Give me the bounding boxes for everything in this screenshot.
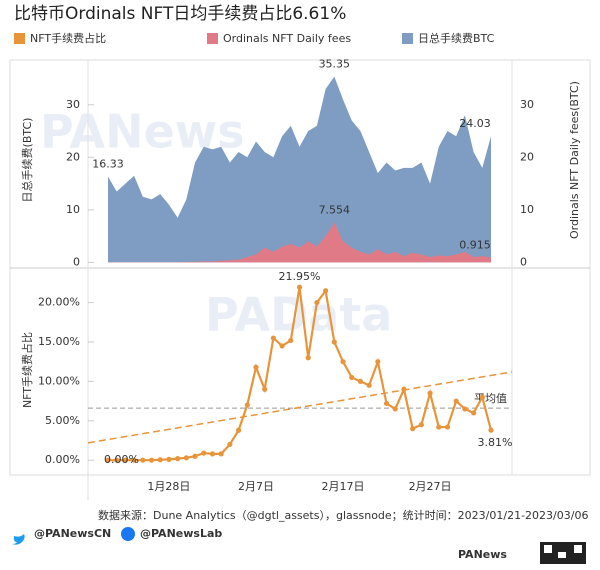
y-tick-label: 0 xyxy=(73,255,80,268)
legend-swatch xyxy=(207,33,218,44)
area xyxy=(108,76,491,263)
y-tick-label: 20.00% xyxy=(38,296,80,309)
area xyxy=(108,222,491,263)
point xyxy=(418,422,424,428)
point xyxy=(201,450,207,456)
point xyxy=(288,337,294,344)
point xyxy=(340,359,346,365)
x-tick-label: 2月17日 xyxy=(322,480,365,493)
point xyxy=(253,364,259,370)
point xyxy=(209,451,216,457)
data-label: 16.33 xyxy=(92,158,124,171)
point xyxy=(392,406,398,412)
point xyxy=(401,386,407,392)
point xyxy=(331,339,337,345)
point xyxy=(227,441,233,448)
data-label: 3.81% xyxy=(478,436,513,449)
y-tick-label: 10 xyxy=(520,203,534,216)
point xyxy=(105,457,111,463)
legend-label: 日总手续费BTC xyxy=(418,31,495,45)
point xyxy=(436,424,442,430)
point xyxy=(296,284,303,290)
data-label: 0.00% xyxy=(104,453,139,466)
legend-swatch xyxy=(402,33,413,44)
point xyxy=(323,288,329,294)
data-label: 0.915 xyxy=(459,239,491,252)
point xyxy=(470,410,477,416)
point xyxy=(427,390,433,396)
point xyxy=(244,402,250,408)
twitter-icon xyxy=(12,534,25,545)
y-tick-label: 30 xyxy=(66,98,80,111)
x-tick-label: 2月7日 xyxy=(238,480,274,493)
data-label: 35.35 xyxy=(319,58,351,71)
y-tick-label: 5.00% xyxy=(45,414,80,427)
x-tick-label: 2月27日 xyxy=(409,480,452,493)
point xyxy=(305,355,311,361)
point xyxy=(131,457,137,463)
point xyxy=(375,359,381,365)
point xyxy=(157,457,163,463)
point xyxy=(235,427,242,433)
y-tick-label: 30 xyxy=(520,98,534,111)
point xyxy=(410,426,416,432)
twitter-handle: @PANewsCN xyxy=(34,527,111,540)
legend-swatch xyxy=(14,33,25,44)
y-tick-label: 10.00% xyxy=(38,374,80,387)
x-tick-label: 1月28日 xyxy=(147,480,190,493)
facebook-handle: @PANewsLab xyxy=(140,527,222,540)
point xyxy=(166,456,172,462)
point xyxy=(349,374,355,381)
y-tick-label: 0 xyxy=(520,255,527,268)
point xyxy=(114,457,120,463)
point xyxy=(175,456,181,462)
point xyxy=(479,394,485,400)
point xyxy=(262,386,268,392)
y-axis-label: NFT手续费占比 xyxy=(20,332,34,408)
point xyxy=(314,299,320,306)
point xyxy=(366,382,372,388)
footer-bar xyxy=(0,522,600,566)
y-tick-label: 0.00% xyxy=(45,453,80,466)
y-axis-label: 日总手续费(BTC) xyxy=(20,118,34,203)
point xyxy=(488,427,494,433)
data-label: 21.95% xyxy=(279,270,321,283)
y-tick-label: 20 xyxy=(66,150,80,163)
point xyxy=(270,335,276,341)
y-tick-label: 20 xyxy=(520,150,534,163)
y2-axis-label: Ordinals NFT Daily fees(BTC) xyxy=(568,81,581,239)
data-label: 24.03 xyxy=(459,117,491,130)
y-tick-label: 10 xyxy=(66,203,80,216)
point xyxy=(122,457,129,463)
facebook-icon xyxy=(121,527,135,541)
logo: PANews xyxy=(458,548,507,561)
point xyxy=(383,400,390,407)
point xyxy=(462,406,468,412)
point xyxy=(444,424,451,430)
legend-label: NFT手续费占比 xyxy=(30,31,106,45)
qr-code xyxy=(540,542,586,564)
point xyxy=(453,398,459,404)
data-label: 7.554 xyxy=(319,204,351,217)
point xyxy=(140,457,146,463)
point xyxy=(148,457,155,463)
y-tick-label: 15.00% xyxy=(38,335,80,348)
source: 数据来源：Dune Analytics（@dgtl_assets），glassn… xyxy=(98,508,588,522)
chart-title: 比特币Ordinals NFT日均手续费占比6.61% xyxy=(14,4,346,24)
point xyxy=(357,378,364,384)
point xyxy=(279,343,285,349)
point xyxy=(183,455,189,461)
point xyxy=(218,451,224,457)
trend-line xyxy=(87,371,513,444)
legend-label: Ordinals NFT Daily fees xyxy=(223,32,351,45)
point xyxy=(192,453,198,459)
